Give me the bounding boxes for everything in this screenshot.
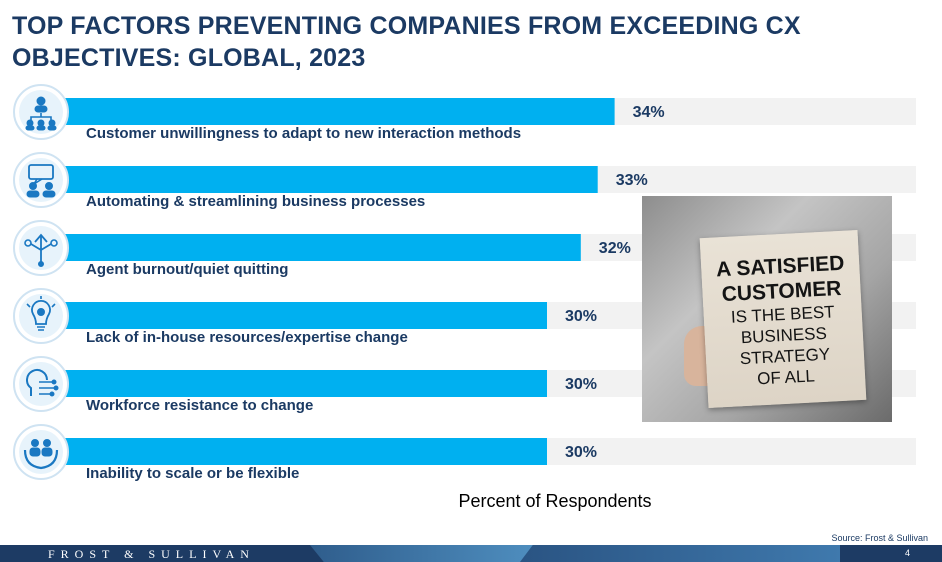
icon-glyph <box>26 296 56 331</box>
data-label: 30% <box>565 308 597 325</box>
lightbulb-gear-icon <box>13 288 69 344</box>
chat-group-icon <box>13 152 69 208</box>
icon-badge-inner <box>19 362 63 406</box>
bar <box>40 98 615 125</box>
bar <box>40 234 581 261</box>
category-label: Lack of in-house resources/expertise cha… <box>86 329 408 346</box>
promo-card: A SATISFIED CUSTOMER IS THE BEST BUSINES… <box>699 229 867 409</box>
data-label: 33% <box>616 172 648 189</box>
data-label: 30% <box>565 376 597 393</box>
source-note: Source: Frost & Sullivan <box>831 533 928 543</box>
bar <box>40 370 547 397</box>
category-label: Workforce resistance to change <box>86 397 313 414</box>
category-label: Inability to scale or be flexible <box>86 465 299 482</box>
footer-bar: FROST & SULLIVAN 4 <box>0 545 942 562</box>
icon-glyph <box>25 96 57 131</box>
data-label: 34% <box>633 104 665 121</box>
hands-people-icon <box>13 424 69 480</box>
hierarchy-people-icon <box>13 84 69 140</box>
promo-line: CUSTOMER <box>721 276 842 307</box>
satisfied-customer-image: A SATISFIED CUSTOMER IS THE BEST BUSINES… <box>642 196 892 422</box>
ai-circuit-icon <box>13 356 69 412</box>
data-label: 32% <box>599 240 631 257</box>
bar <box>40 166 598 193</box>
icon-glyph <box>24 233 58 267</box>
brand-logo: FROST & SULLIVAN <box>48 547 255 561</box>
icon-glyph <box>26 164 56 198</box>
bar <box>40 438 547 465</box>
icon-glyph <box>23 439 59 470</box>
category-label: Automating & streamlining business proce… <box>86 193 425 210</box>
category-label: Agent burnout/quiet quitting <box>86 261 288 278</box>
page-title: TOP FACTORS PREVENTING COMPANIES FROM EX… <box>12 12 801 72</box>
promo-line: OF ALL <box>756 366 816 389</box>
page-number: 4 <box>904 548 910 558</box>
category-label: Customer unwillingness to adapt to new i… <box>86 125 521 142</box>
footer-stripe <box>520 545 840 562</box>
bar-chart: 34% Customer unwillingness to adapt to ne… <box>13 84 916 482</box>
x-axis-label: Percent of Respondents <box>458 491 652 511</box>
icon-glyph <box>26 369 59 397</box>
branching-arrows-icon <box>13 220 69 276</box>
footer-stripe <box>310 545 540 562</box>
bar <box>40 302 547 329</box>
data-label: 30% <box>565 444 597 461</box>
